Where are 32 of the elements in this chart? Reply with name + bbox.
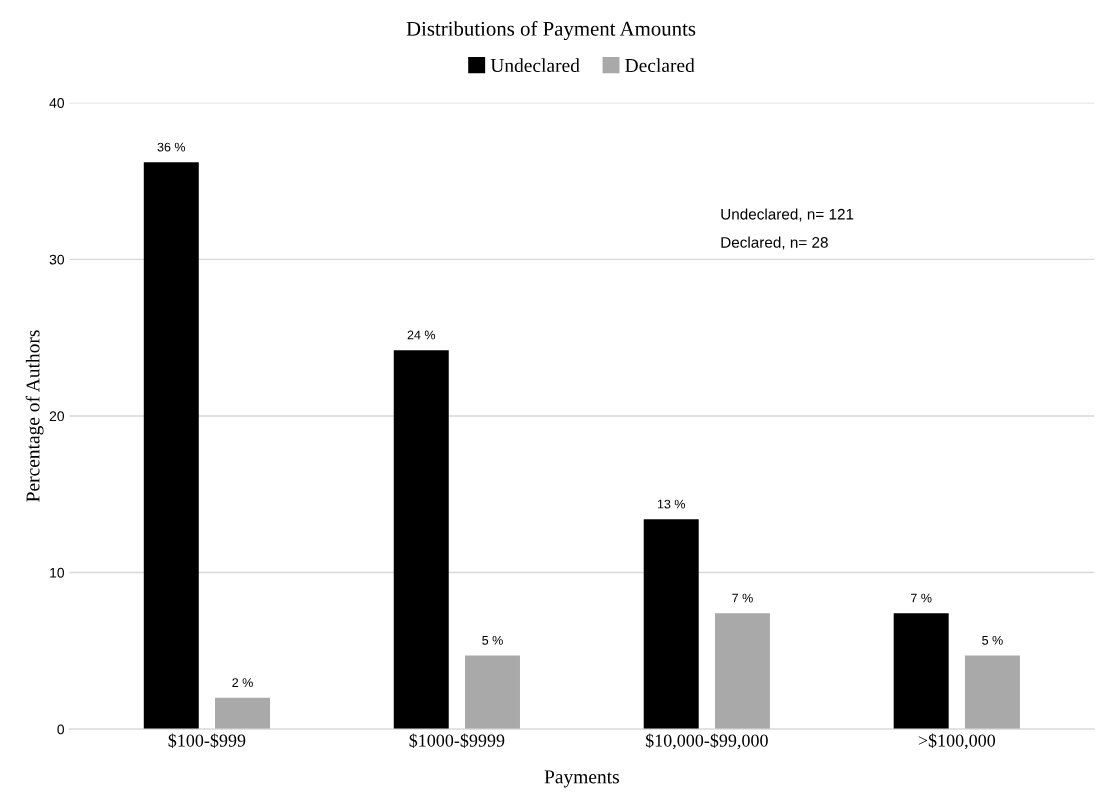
- annotation: Undeclared, n= 121: [721, 208, 854, 222]
- data-label: 7 %: [911, 593, 932, 603]
- x-axis-title: Payments: [544, 770, 619, 788]
- y-tick-label: 40: [49, 98, 65, 108]
- y-axis-title: Percentage of Authors: [25, 330, 44, 502]
- y-tick-label: 10: [50, 567, 65, 578]
- data-label: 2 %: [232, 678, 253, 687]
- bar: [964, 655, 1020, 730]
- x-tick-label: $10,000-$99,000: [645, 733, 768, 750]
- bar: [465, 655, 520, 730]
- data-label: 13 %: [657, 499, 686, 509]
- bar: [643, 519, 699, 730]
- data-label: 5 %: [982, 635, 1003, 645]
- data-label: 5 %: [482, 635, 503, 645]
- x-tick-label: $100-$999: [168, 733, 246, 748]
- bar: [215, 697, 271, 730]
- bar: [143, 162, 199, 730]
- y-tick-label: 30: [49, 254, 65, 265]
- bar: [393, 350, 449, 730]
- legend-label: Declared: [625, 58, 695, 73]
- bar: [893, 613, 949, 730]
- x-tick-label: >$100,000: [918, 733, 996, 750]
- x-tick-label: $1000-$9999: [409, 733, 505, 748]
- chart-title: Distributions of Payment Amounts: [406, 20, 696, 41]
- annotation: Declared, n= 28: [721, 236, 828, 250]
- y-tick-label: 0: [57, 724, 65, 735]
- data-label: 7 %: [732, 593, 753, 603]
- data-label: 36 %: [157, 142, 186, 152]
- legend-label: Undeclared: [490, 58, 580, 73]
- y-tick-label: 20: [49, 411, 65, 422]
- data-label: 24 %: [407, 330, 436, 340]
- bar: [714, 613, 770, 730]
